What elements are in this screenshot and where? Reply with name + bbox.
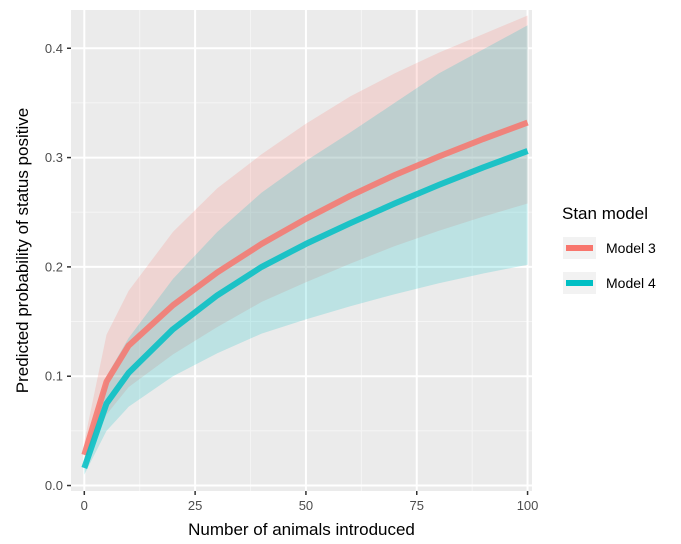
x-tick-label: 0 (81, 498, 88, 513)
x-tick-label: 100 (517, 498, 539, 513)
x-tick-label: 50 (299, 498, 313, 513)
y-tick-label: 0.3 (45, 150, 63, 165)
y-axis: 0.0 0.1 0.2 0.3 0.4 (45, 41, 71, 493)
x-axis-title: Number of animals introduced (188, 520, 415, 539)
legend: Stan model Model 3 Model 4 (562, 204, 656, 294)
series-lines (81, 119, 529, 469)
x-axis: 0 25 50 75 100 (81, 491, 539, 513)
legend-title: Stan model (562, 204, 648, 223)
ribbon-series-2 (84, 25, 528, 475)
legend-label-model-4: Model 4 (606, 275, 656, 291)
legend-label-model-3: Model 3 (606, 240, 656, 256)
legend-item-model-4: Model 4 (563, 272, 656, 294)
grid-major (71, 10, 532, 491)
x-tick-label: 75 (410, 498, 424, 513)
y-tick-label: 0.2 (45, 259, 63, 274)
y-axis-title: Predicted probability of status positive (13, 108, 32, 393)
line-series-2 (81, 148, 529, 469)
y-tick-label: 0.4 (45, 41, 63, 56)
x-tick-label: 25 (188, 498, 202, 513)
line-series-1 (81, 119, 529, 456)
y-tick-label: 0.1 (45, 369, 63, 384)
legend-item-model-3: Model 3 (563, 237, 656, 259)
y-tick-label: 0.0 (45, 478, 63, 493)
plot-panel (71, 10, 532, 491)
